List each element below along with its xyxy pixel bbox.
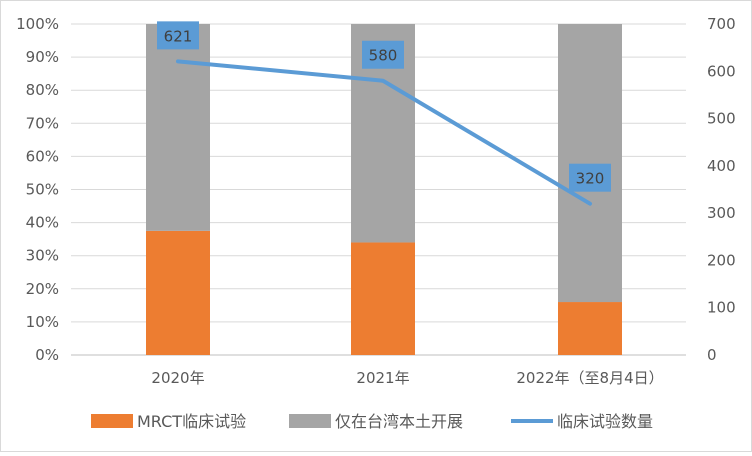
bar-segment bbox=[558, 302, 622, 355]
x-category-label: 2022年（至8月4日） bbox=[516, 369, 663, 387]
y-left-tick-label: 30% bbox=[26, 247, 59, 265]
y-left-tick-label: 50% bbox=[26, 181, 59, 199]
y-left-tick-label: 0% bbox=[35, 346, 59, 364]
bar-segment bbox=[146, 230, 210, 355]
legend: MRCT临床试验 仅在台湾本土开展 临床试验数量 bbox=[91, 412, 653, 431]
legend-label: 仅在台湾本土开展 bbox=[335, 412, 463, 431]
y-axis-left: 0% 10% 20% 30% 40% 50% 60% 70% 80% 90% 100% bbox=[16, 15, 59, 364]
bar-segment bbox=[351, 242, 415, 355]
legend-label: MRCT临床试验 bbox=[137, 412, 246, 431]
legend-label: 临床试验数量 bbox=[557, 412, 653, 431]
y-left-tick-label: 70% bbox=[26, 114, 59, 132]
y-left-tick-label: 10% bbox=[26, 313, 59, 331]
bars bbox=[146, 24, 622, 355]
line-series: 621 580 320 bbox=[157, 21, 611, 206]
y-left-tick-label: 60% bbox=[26, 147, 59, 165]
data-label-box bbox=[362, 40, 404, 69]
x-category-label: 2020年 bbox=[151, 369, 204, 387]
data-label: 580 bbox=[369, 47, 398, 65]
y-right-tick-label: 600 bbox=[707, 62, 736, 80]
y-axis-right: 0 100 200 300 400 500 600 700 bbox=[707, 15, 736, 364]
y-right-tick-label: 400 bbox=[707, 157, 736, 175]
data-label-box bbox=[569, 163, 611, 192]
y-right-tick-label: 300 bbox=[707, 204, 736, 222]
bar-segment bbox=[558, 24, 622, 303]
y-left-tick-label: 40% bbox=[26, 214, 59, 232]
y-left-tick-label: 100% bbox=[16, 15, 59, 33]
y-right-tick-label: 0 bbox=[707, 346, 717, 364]
x-axis: 2020年 2021年 2022年（至8月4日） bbox=[151, 369, 663, 387]
y-right-tick-label: 200 bbox=[707, 251, 736, 269]
y-right-tick-label: 100 bbox=[707, 299, 736, 317]
data-label: 621 bbox=[164, 27, 193, 45]
x-category-label: 2021年 bbox=[356, 369, 409, 387]
bar-segment bbox=[146, 24, 210, 231]
y-left-tick-label: 80% bbox=[26, 81, 59, 99]
y-right-tick-label: 500 bbox=[707, 110, 736, 128]
legend-swatch bbox=[91, 414, 133, 428]
legend-swatch bbox=[289, 414, 331, 428]
y-left-tick-label: 90% bbox=[26, 48, 59, 66]
data-label: 320 bbox=[576, 170, 605, 188]
y-left-tick-label: 20% bbox=[26, 280, 59, 298]
line-2 bbox=[176, 59, 592, 206]
y-right-tick-label: 700 bbox=[707, 15, 736, 33]
data-label-box bbox=[157, 21, 199, 50]
